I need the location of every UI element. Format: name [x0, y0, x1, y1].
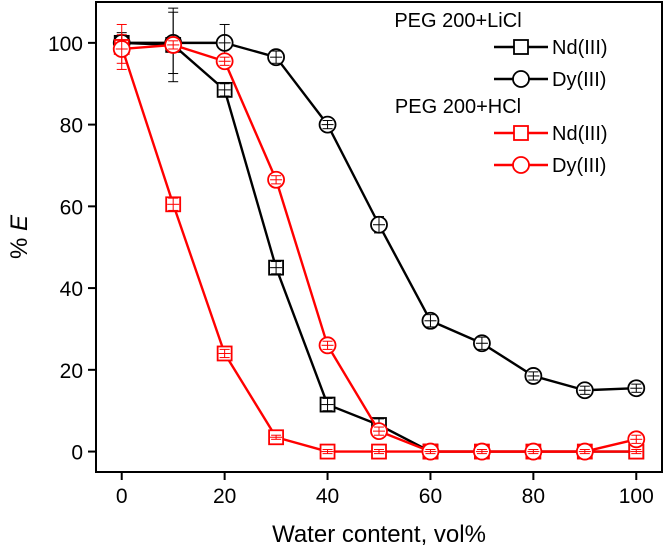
y-tick-label-60: 60 — [60, 196, 83, 219]
series-2-errorbar-1 — [167, 197, 180, 211]
legend-label-3: Dy(III) — [552, 155, 606, 177]
series-2-errorbar-5 — [373, 449, 385, 455]
series-1-errorbar-9 — [578, 385, 591, 395]
series-3 — [112, 34, 646, 461]
y-tick-label-100: 100 — [48, 33, 83, 56]
series-3-errorbar-2 — [218, 56, 231, 66]
x-tick-label-20: 20 — [213, 485, 236, 508]
series-1-errorbar-6 — [424, 314, 437, 328]
legend-label-2: Nd(III) — [552, 123, 608, 145]
legend-group-title-0: PEG 200+LiCl — [394, 10, 521, 32]
plot-area — [112, 7, 646, 461]
series-1-errorbar-3 — [270, 50, 283, 64]
series-3-errorbar-4 — [321, 340, 334, 350]
series-1 — [112, 11, 646, 400]
series-3-errorbar-8 — [527, 449, 540, 455]
series-3-errorbar-10 — [630, 434, 643, 444]
series-0-errorbar-4 — [321, 397, 334, 412]
legend-group-title-1: PEG 200+HCl — [395, 96, 521, 118]
legend-item-2: Nd(III) — [494, 123, 608, 145]
y-tick-label-40: 40 — [60, 278, 83, 301]
legend-marker-2 — [513, 125, 529, 141]
legend-marker-3 — [512, 156, 530, 174]
legend: PEG 200+LiCl Nd(III) Dy(III) PEG 200+HCl Nd(… — [394, 10, 607, 177]
series-1-errorbar-4 — [321, 120, 334, 130]
series-3-errorbar-6 — [424, 449, 437, 455]
y-axis-title-variable: E — [6, 214, 33, 231]
plot-frame — [95, 1, 663, 473]
series-0-errorbar-3 — [270, 261, 283, 275]
series-layer — [112, 7, 646, 461]
series-2-line — [120, 46, 637, 453]
series-3-errorbar-3 — [270, 175, 283, 185]
y-tick-label-20: 20 — [60, 360, 83, 383]
legend-label-1: Dy(III) — [552, 69, 606, 91]
series-2-errorbar-4 — [321, 449, 334, 455]
y-tick-label-0: 0 — [71, 442, 83, 465]
series-0-line — [121, 41, 637, 453]
legend-marker-1 — [512, 70, 530, 88]
y-axis-title: % E — [6, 214, 33, 259]
series-3-errorbar-1 — [167, 40, 180, 50]
series-0-errorbar-2 — [218, 83, 231, 97]
x-tick-label-40: 40 — [316, 485, 339, 508]
x-tick-label-100: 100 — [619, 485, 654, 508]
series-3-errorbar-0 — [115, 34, 128, 64]
y-axis-title-prefix: % — [6, 231, 33, 259]
series-2-errorbar-2 — [218, 348, 231, 359]
x-tick-label-80: 80 — [522, 485, 545, 508]
series-1-errorbar-5 — [373, 216, 385, 234]
y-axis: 0 20 40 60 80 100 — [48, 33, 96, 465]
x-tick-label-60: 60 — [419, 485, 442, 508]
x-tick-label-0: 0 — [116, 485, 128, 508]
series-3-line — [121, 43, 637, 453]
legend-item-0: Nd(III) — [494, 37, 608, 59]
x-axis: 0 20 40 60 80 100 — [116, 472, 654, 508]
series-1-errorbar-10 — [630, 383, 643, 393]
legend-item-1: Dy(III) — [494, 69, 606, 91]
series-2-errorbar-10 — [630, 449, 643, 455]
series-1-errorbar-8 — [527, 371, 540, 381]
series-3-errorbar-5 — [373, 426, 385, 436]
series-2-errorbar-3 — [270, 434, 283, 440]
series-1-errorbar-7 — [475, 336, 488, 350]
y-tick-label-80: 80 — [60, 115, 83, 138]
x-axis-title: Water content, vol% — [272, 521, 486, 548]
legend-item-3: Dy(III) — [494, 155, 606, 177]
legend-marker-0 — [513, 39, 529, 55]
series-3-errorbar-9 — [578, 449, 591, 455]
series-3-errorbar-7 — [475, 449, 488, 455]
legend-label-0: Nd(III) — [552, 37, 608, 59]
